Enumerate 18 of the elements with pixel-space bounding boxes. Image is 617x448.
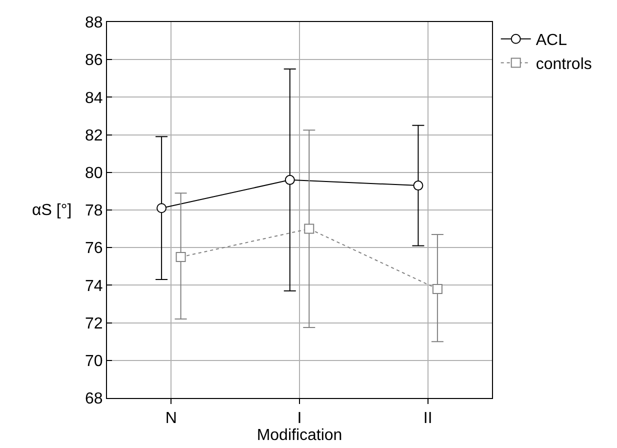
y-tick-label: 84 — [85, 90, 103, 107]
x-axis-title: Modification — [256, 427, 342, 444]
x-tick-label: N — [165, 410, 177, 428]
y-tick-label: 86 — [85, 52, 103, 70]
y-tick-label: 80 — [85, 165, 103, 182]
y-tick-label: 68 — [85, 390, 103, 408]
y-tick-label: 74 — [85, 278, 103, 295]
y-tick-label: 70 — [85, 353, 103, 370]
y-tick-label: 78 — [85, 202, 103, 220]
x-tick-label: I — [297, 410, 302, 428]
y-tick-label: 82 — [85, 127, 103, 144]
y-axis-title: αS [°] — [32, 202, 72, 219]
x-tick-label: II — [423, 410, 432, 428]
y-tick-label: 88 — [85, 14, 103, 32]
y-tick-label: 72 — [85, 315, 103, 332]
legend-label: controls — [536, 56, 592, 73]
y-tick-label: 76 — [85, 240, 103, 258]
legend-label: ACL — [536, 32, 568, 50]
